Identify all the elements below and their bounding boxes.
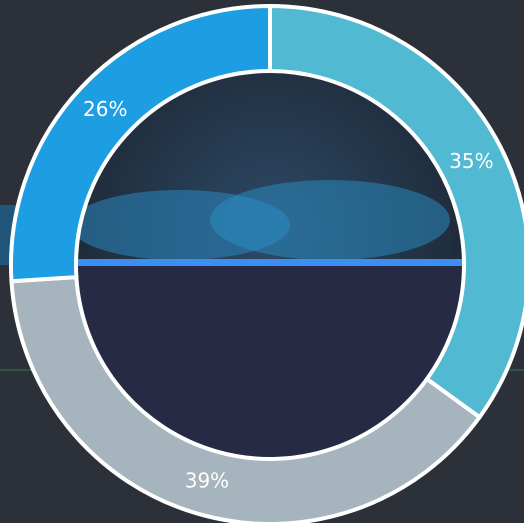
donut-segment <box>9 3 272 284</box>
smoke <box>210 180 450 260</box>
donut: 35% 39% 26% <box>9 3 524 523</box>
donut-segment <box>9 275 483 523</box>
data-label: 39% <box>185 469 229 493</box>
donut-segment <box>268 3 524 421</box>
data-label: 26% <box>83 97 127 121</box>
horizon <box>78 259 462 266</box>
data-label: 35% <box>449 149 493 173</box>
